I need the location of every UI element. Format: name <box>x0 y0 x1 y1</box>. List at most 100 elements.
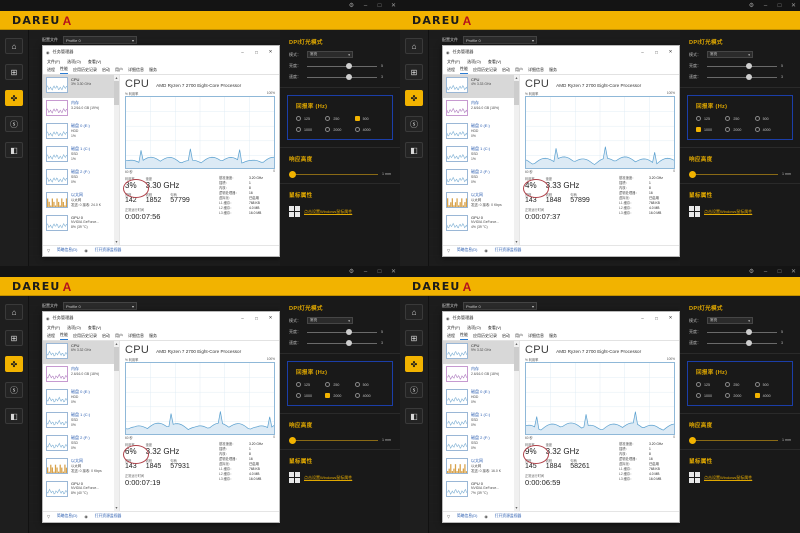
tab-详细信息[interactable]: 详细信息 <box>128 67 144 72</box>
profile-select[interactable]: Profile 0 ▾ <box>63 302 137 310</box>
polling-rate-option-1000[interactable]: 1000 <box>696 127 725 132</box>
radio-icon[interactable] <box>725 382 731 387</box>
scroll-up-icon[interactable]: ▲ <box>114 342 119 346</box>
tm-minimize-button[interactable]: – <box>641 49 644 55</box>
mouse-properties-link[interactable]: 点击设置Windows鼠标属性 <box>304 474 353 480</box>
resource-list-scrollbar[interactable]: ▲ ▼ <box>514 341 519 511</box>
sidebar-item-dpi[interactable]: ✤ <box>405 356 423 372</box>
polling-rate-option-4000[interactable]: 4000 <box>354 393 384 398</box>
slider-knob[interactable] <box>345 329 352 335</box>
polling-rate-option-2000[interactable]: 2000 <box>325 127 354 132</box>
slider-knob[interactable] <box>745 74 752 80</box>
tab-服务[interactable]: 服务 <box>549 333 557 338</box>
dpi-speed-slider[interactable]: 3 <box>707 74 791 80</box>
dpi-mode-select[interactable]: 常亮 ▾ <box>707 317 753 324</box>
task-manager-window[interactable]: ◉ 任务管理器 – □ ✕ 文件(F) 选项(O) 查看(V) 进程 性能 应用历史记录… <box>42 311 280 523</box>
resource-list-item[interactable]: 以太网 以太网 发送: 0 接收: 0 Kbps <box>43 456 119 479</box>
tm-close-button[interactable]: ✕ <box>668 315 673 320</box>
menu-item[interactable]: 选项(O) <box>467 59 481 64</box>
resource-list-item[interactable]: 磁盘 0 (E:) HDD 0% <box>443 121 519 144</box>
resource-list-item[interactable]: GPU 0 NVIDIA GeForce... 8% (39 °C) <box>43 213 119 236</box>
slider-knob[interactable] <box>745 63 752 69</box>
tab-启动[interactable]: 启动 <box>502 333 510 338</box>
tab-性能[interactable]: 性能 <box>460 332 468 340</box>
windows-mouse-properties-link-row[interactable]: 点击设置Windows鼠标属性 <box>680 206 800 217</box>
polling-rate-option-2000[interactable]: 2000 <box>725 393 754 398</box>
polling-rate-option-4000[interactable]: 4000 <box>754 393 784 398</box>
tab-用户[interactable]: 用户 <box>515 333 523 338</box>
resource-list-item[interactable]: CPU 3% 3.30 GHz <box>43 75 119 98</box>
tab-服务[interactable]: 服务 <box>149 333 157 338</box>
resource-list-item[interactable]: 磁盘 1 (C:) SSD 0% <box>43 410 119 433</box>
fewer-details-icon[interactable]: ▽ <box>447 514 450 519</box>
sidebar-item-keys[interactable]: ⊞ <box>405 330 423 346</box>
sidebar-item-home[interactable]: ⌂ <box>405 304 423 320</box>
resource-monitor-icon[interactable]: ◉ <box>484 514 488 519</box>
radio-icon[interactable] <box>354 127 360 132</box>
lod-slider-row[interactable]: 1 mm <box>280 170 400 178</box>
dpi-brightness-slider[interactable]: 5 <box>707 329 791 335</box>
tab-应用历史记录[interactable]: 应用历史记录 <box>473 333 497 338</box>
radio-icon[interactable] <box>696 127 701 132</box>
tab-用户[interactable]: 用户 <box>515 67 523 72</box>
tab-详细信息[interactable]: 详细信息 <box>528 333 544 338</box>
radio-icon[interactable] <box>696 116 701 121</box>
sidebar-item-keys[interactable]: ⊞ <box>5 64 23 80</box>
dpi-mode-select[interactable]: 常亮 ▾ <box>707 51 753 58</box>
scroll-up-icon[interactable]: ▲ <box>514 342 519 346</box>
radio-icon[interactable] <box>325 382 331 387</box>
radio-icon[interactable] <box>296 393 301 398</box>
resource-list-item[interactable]: CPU 9% 3.32 GHz <box>443 341 519 364</box>
minimize-button[interactable]: – <box>763 268 768 275</box>
scroll-down-icon[interactable]: ▼ <box>514 506 519 510</box>
menu-item[interactable]: 文件(F) <box>447 59 461 64</box>
sidebar-item-macro[interactable]: ⓢ <box>405 116 423 132</box>
tab-启动[interactable]: 启动 <box>102 333 110 338</box>
lod-slider-row[interactable]: 1 mm <box>680 436 800 444</box>
scrollbar-thumb[interactable] <box>514 347 519 371</box>
sidebar-item-profile[interactable]: ◧ <box>405 408 423 424</box>
windows-mouse-properties-link-row[interactable]: 点击设置Windows鼠标属性 <box>280 206 400 217</box>
sidebar-item-profile[interactable]: ◧ <box>5 142 23 158</box>
tab-应用历史记录[interactable]: 应用历史记录 <box>73 333 97 338</box>
task-manager-window[interactable]: ◉ 任务管理器 – □ ✕ 文件(F) 选项(O) 查看(V) 进程 性能 应用历史记录… <box>442 311 680 523</box>
radio-icon[interactable] <box>754 127 760 132</box>
radio-icon[interactable] <box>696 382 701 387</box>
tm-minimize-button[interactable]: – <box>641 315 644 321</box>
resource-list-item[interactable]: 磁盘 0 (E:) HDD 0% <box>43 387 119 410</box>
dpi-mode-select[interactable]: 常亮 ▾ <box>307 51 353 58</box>
tab-启动[interactable]: 启动 <box>502 67 510 72</box>
profile-select[interactable]: Profile 0 ▾ <box>63 36 137 44</box>
radio-icon[interactable] <box>354 116 360 121</box>
maximize-button[interactable]: □ <box>377 268 382 275</box>
dpi-speed-slider[interactable]: 3 <box>307 340 391 346</box>
menu-item[interactable]: 选项(O) <box>67 59 81 64</box>
slider-knob[interactable] <box>289 436 296 444</box>
polling-rate-option-250[interactable]: 250 <box>325 382 354 387</box>
maximize-button[interactable]: □ <box>777 268 782 275</box>
settings-icon[interactable]: ⚙ <box>348 2 355 9</box>
sidebar-item-home[interactable]: ⌂ <box>5 304 23 320</box>
dpi-brightness-slider[interactable]: 5 <box>307 329 391 335</box>
tm-close-button[interactable]: ✕ <box>668 49 673 54</box>
scrollbar-thumb[interactable] <box>114 347 119 371</box>
sidebar-item-macro[interactable]: ⓢ <box>405 382 423 398</box>
menu-item[interactable]: 文件(F) <box>47 325 61 330</box>
radio-icon[interactable] <box>296 127 301 132</box>
menu-item[interactable]: 文件(F) <box>447 325 461 330</box>
radio-icon[interactable] <box>725 127 731 132</box>
maximize-button[interactable]: □ <box>377 2 382 9</box>
resource-list-item[interactable]: 磁盘 0 (E:) HDD 1% <box>43 121 119 144</box>
close-button[interactable]: ✕ <box>790 268 797 275</box>
sidebar-item-profile[interactable]: ◧ <box>405 142 423 158</box>
radio-icon[interactable] <box>296 116 301 121</box>
radio-icon[interactable] <box>354 393 360 398</box>
polling-rate-option-4000[interactable]: 4000 <box>754 127 784 132</box>
tm-maximize-button[interactable]: □ <box>255 315 258 321</box>
resource-list-item[interactable]: 以太网 以太网 发送: 0 接收: 0 Kbps <box>443 190 519 213</box>
dpi-brightness-slider[interactable]: 5 <box>307 63 391 69</box>
tab-进程[interactable]: 进程 <box>47 67 55 72</box>
tab-进程[interactable]: 进程 <box>447 333 455 338</box>
slider-knob[interactable] <box>689 436 696 444</box>
resource-list-item[interactable]: 磁盘 1 (C:) SSD 1% <box>43 144 119 167</box>
